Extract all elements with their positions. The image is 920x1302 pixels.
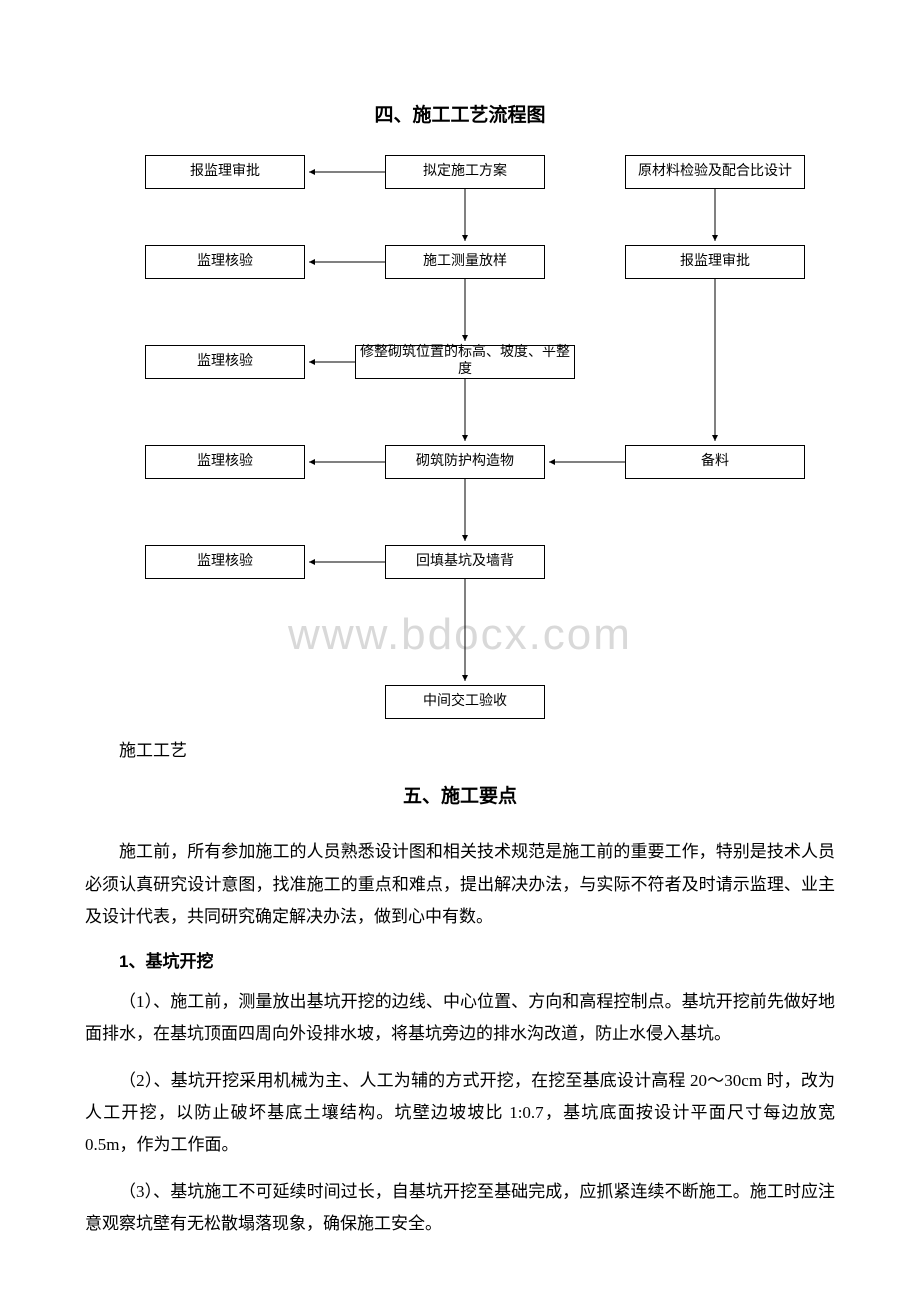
para-1-1: （1）、施工前，测量放出基坑开挖的边线、中心位置、方向和高程控制点。基坑开挖前先… bbox=[85, 986, 835, 1051]
flow-node-b31: 砌筑防护构造物 bbox=[385, 445, 545, 479]
section4-title: 四、施工工艺流程图 bbox=[85, 100, 835, 127]
page-content: 四、施工工艺流程图 报监理审批 拟定施工方案 原材料检验及配合比设计监理核验 施工测量… bbox=[85, 100, 835, 1240]
flow-node-b32: 备料 bbox=[625, 445, 805, 479]
flow-node-b02: 原材料检验及配合比设计 bbox=[625, 155, 805, 189]
flow-node-b21: 修整砌筑位置的标高、坡度、平整度 bbox=[355, 345, 575, 379]
flowchart-container: 报监理审批拟定施工方案原材料检验及配合比设计监理核验施工测量放样报监理审批监理核… bbox=[85, 155, 845, 735]
flow-node-b00: 报监理审批 bbox=[145, 155, 305, 189]
para-1-2: （2）、基坑开挖采用机械为主、人工为辅的方式开挖，在挖至基底设计高程 20～30… bbox=[85, 1065, 835, 1162]
flow-node-b40: 监理核验 bbox=[145, 545, 305, 579]
subheading-1: 1、基坑开挖 bbox=[85, 947, 835, 972]
flowchart-caption: 施工工艺 bbox=[85, 735, 835, 767]
para-1-3: （3）、基坑施工不可延续时间过长，自基坑开挖至基础完成，应抓紧连续不断施工。施工… bbox=[85, 1176, 835, 1241]
flow-node-b20: 监理核验 bbox=[145, 345, 305, 379]
section5-title: 五、施工要点 bbox=[85, 781, 835, 808]
flow-node-b11: 施工测量放样 bbox=[385, 245, 545, 279]
para-intro: 施工前，所有参加施工的人员熟悉设计图和相关技术规范是施工前的重要工作，特别是技术… bbox=[85, 836, 835, 933]
flow-node-b12: 报监理审批 bbox=[625, 245, 805, 279]
flow-node-b51: 中间交工验收 bbox=[385, 685, 545, 719]
flow-node-b30: 监理核验 bbox=[145, 445, 305, 479]
flow-node-b41: 回填基坑及墙背 bbox=[385, 545, 545, 579]
flow-node-b01: 拟定施工方案 bbox=[385, 155, 545, 189]
flow-node-b10: 监理核验 bbox=[145, 245, 305, 279]
